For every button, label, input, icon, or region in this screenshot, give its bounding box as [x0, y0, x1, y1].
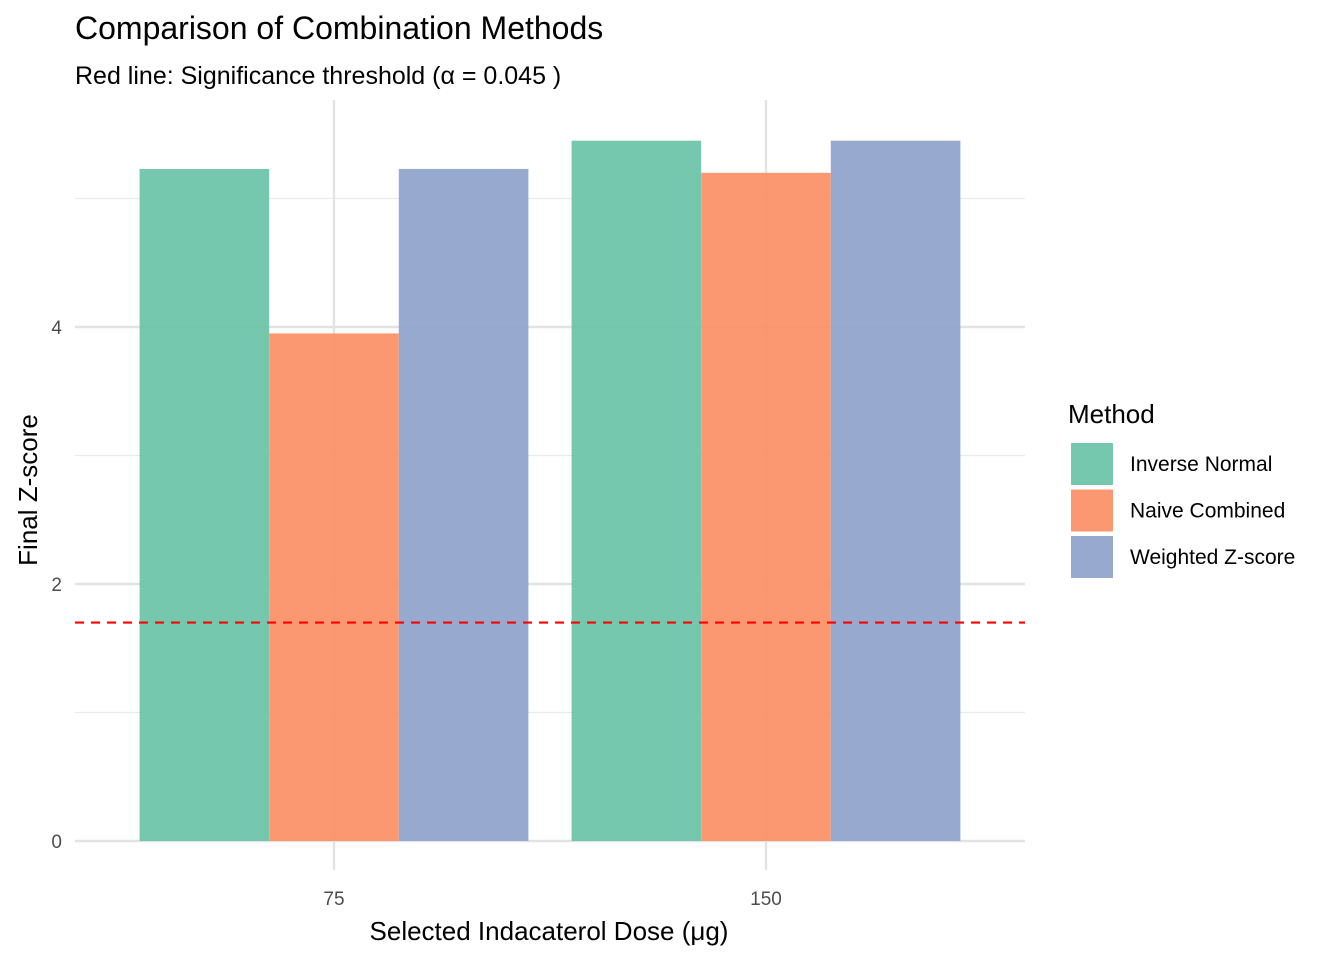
legend-swatch — [1071, 536, 1113, 578]
y-axis-title: Final Z-score — [13, 414, 43, 566]
bar — [701, 172, 831, 842]
bar — [398, 168, 529, 841]
legend-items: Inverse Normal Naive Combined Weighted Z-s… — [1071, 443, 1295, 578]
x-axis-title: Selected Indacaterol Dose (μg) — [370, 916, 729, 946]
chart-subtitle: Red line: Significance threshold (α = 0.… — [75, 62, 561, 90]
x-tick-label: 75 — [323, 889, 344, 910]
bar — [571, 140, 702, 842]
bars — [139, 140, 961, 842]
legend-label: Naive Combined — [1130, 500, 1285, 523]
legend-label: Weighted Z-score — [1130, 546, 1295, 569]
y-tick-label: 4 — [51, 318, 62, 339]
legend-label: Inverse Normal — [1130, 453, 1272, 476]
legend-swatch — [1071, 443, 1113, 485]
x-tick-label: 150 — [750, 889, 782, 910]
legend: Method Inverse Normal Naive Combined Weigh… — [1068, 399, 1295, 578]
y-tick-label: 0 — [51, 832, 62, 853]
legend-swatch — [1071, 489, 1113, 532]
bar — [269, 333, 399, 841]
legend-title: Method — [1068, 399, 1155, 429]
chart-title: Comparison of Combination Methods — [75, 10, 603, 46]
bar — [830, 140, 961, 842]
y-tick-label: 2 — [51, 575, 62, 596]
bar — [139, 168, 270, 841]
tick-labels: 0 2 4 75 150 — [51, 318, 781, 910]
